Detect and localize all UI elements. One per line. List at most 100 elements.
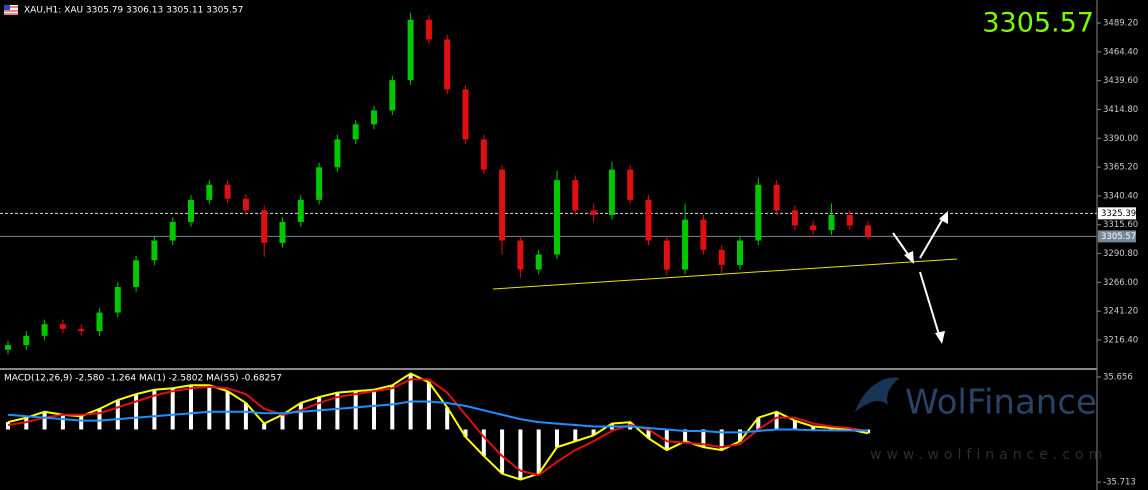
bid-label: 3305.57	[1101, 232, 1136, 242]
candle-body	[773, 184, 780, 211]
candle-body	[682, 219, 689, 270]
candle-body	[352, 124, 359, 140]
macd-histogram-bar	[152, 389, 157, 430]
macd-histogram-bar	[207, 385, 212, 430]
candle-body	[535, 254, 542, 270]
candle-body	[169, 221, 176, 241]
candle-body	[865, 225, 872, 237]
candle-body	[407, 19, 414, 81]
y-tick-label: 3216.40	[1103, 335, 1138, 345]
y-tick-label: 3439.60	[1103, 76, 1138, 86]
candle-body	[627, 169, 634, 200]
candle-body	[444, 39, 451, 90]
macd-line	[7, 400, 869, 434]
candle-body	[608, 169, 615, 215]
y-tick-label: 3340.40	[1103, 191, 1138, 201]
candle-body	[261, 210, 268, 243]
candle-body	[59, 324, 66, 329]
y-tick-label: 3464.40	[1103, 47, 1138, 57]
macd-histogram-bar	[390, 385, 395, 430]
candle-body	[133, 260, 140, 288]
bid-price: 3305.57	[982, 8, 1094, 39]
y-tick-label: 3290.80	[1103, 249, 1138, 259]
candle-body	[517, 240, 524, 270]
candle-body	[590, 210, 597, 215]
macd-histogram-bar	[738, 429, 742, 442]
macd-histogram-bar	[500, 429, 505, 474]
macd-histogram-bar	[426, 382, 431, 430]
ask-label-box	[1098, 207, 1136, 220]
candle-body	[297, 199, 304, 222]
y-tick-label: 3266.00	[1103, 278, 1138, 288]
symbol-icon	[4, 5, 18, 15]
candle-body	[755, 184, 762, 241]
y-tick-label: 3414.80	[1103, 105, 1138, 115]
macd-histogram-bar	[353, 391, 358, 430]
macd-histogram-bar	[6, 422, 10, 430]
macd-histogram-bar	[115, 400, 120, 430]
candle-body	[78, 328, 85, 332]
macd-histogram-bar	[811, 426, 816, 430]
macd-histogram-bar	[317, 397, 322, 430]
candle-body	[572, 180, 579, 211]
support-line	[492, 258, 958, 290]
y-tick-label: 3390.00	[1103, 134, 1138, 144]
macd-histogram-bar	[134, 394, 139, 430]
candle-body	[846, 214, 853, 226]
macd-histogram-bar	[42, 411, 47, 430]
macd-histogram-bar	[262, 423, 267, 430]
arrow-down	[919, 271, 941, 339]
macd-histogram-bar	[792, 420, 797, 430]
macd-histogram-bar	[591, 429, 596, 436]
macd-histogram-bar	[536, 429, 541, 474]
macd-histogram-bar	[683, 429, 688, 442]
arrow-up	[919, 214, 946, 259]
macd-histogram-bar	[298, 402, 303, 430]
candle-body	[425, 19, 432, 40]
bid-label-box	[1098, 230, 1136, 243]
candle-body	[645, 199, 652, 241]
macd-histogram-bar	[24, 417, 29, 430]
candle-body	[718, 249, 725, 265]
candle-body	[499, 169, 506, 241]
candle-body	[151, 240, 158, 261]
macd-histogram-bar	[518, 429, 523, 480]
candle-body	[5, 345, 11, 350]
candle-body	[810, 225, 817, 231]
macd-histogram-bar	[97, 408, 102, 430]
candle-body	[188, 199, 194, 222]
candle-body	[279, 221, 286, 243]
macd-histogram-bar	[170, 388, 175, 430]
plot-area	[0, 12, 1097, 481]
macd-header: MACD(12,26,9) -2.580 -1.264 MA(1) -2.580…	[4, 374, 282, 384]
macd-histogram-bar	[481, 429, 486, 456]
macd-histogram-bar	[372, 389, 376, 430]
macd-histogram-bar	[756, 417, 761, 430]
macd-histogram-bar	[189, 385, 193, 430]
macd-histogram-bar	[701, 429, 706, 448]
candle-body	[737, 240, 743, 265]
candle-body	[389, 80, 396, 111]
macd-histogram-bar	[335, 392, 340, 430]
watermark: WolFinance www.wolfinance.com	[855, 377, 1102, 463]
candle-body	[663, 240, 670, 270]
macd-histogram-bar	[445, 407, 450, 430]
candle-body	[828, 214, 835, 231]
candle-body	[554, 180, 560, 255]
macd-histogram-bar	[774, 411, 779, 430]
macd-histogram-bar	[60, 414, 65, 430]
macd-histogram-bar	[573, 429, 578, 442]
macd-histogram-bar	[225, 391, 230, 430]
candle-body	[206, 184, 213, 200]
macd-line	[7, 378, 869, 477]
candle-body	[242, 198, 249, 211]
macd-line	[7, 372, 869, 481]
ask-label: 3325.39	[1101, 209, 1136, 219]
macd-histogram-bar	[79, 416, 84, 430]
chart-header: XAU,H1: XAU 3305.79 3306.13 3305.11 3305…	[24, 6, 243, 16]
macd-histogram-bar	[646, 429, 651, 439]
candle-body	[334, 139, 341, 168]
candle-body	[23, 335, 30, 346]
